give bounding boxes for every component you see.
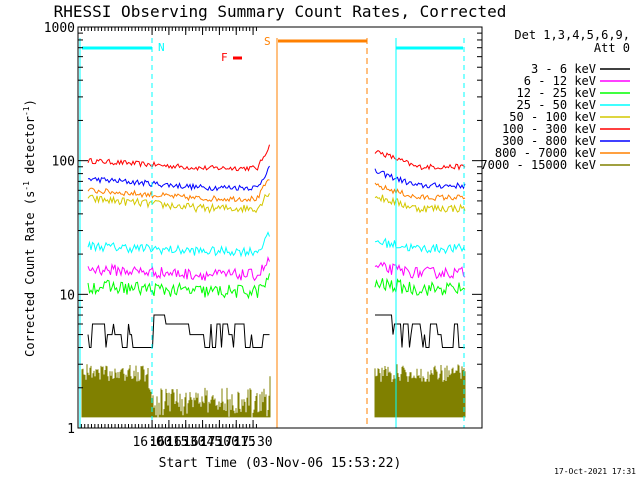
series-300-800keV-trace	[374, 168, 466, 190]
y-tick-label: 1000	[44, 21, 75, 36]
y-tick-label: 100	[52, 155, 75, 170]
legend-label: 800 - 7000 keV	[495, 146, 596, 160]
legend-label: 7000 - 15000 keV	[480, 158, 596, 172]
x-tick-label: 16:30	[166, 435, 205, 450]
y-axis-label-sup1: -1	[22, 181, 31, 191]
legend-label: 100 - 300 keV	[502, 122, 596, 136]
legend-header-1: Det 1,3,4,5,6,9,	[514, 28, 630, 42]
series-3-6keV-trace	[375, 314, 465, 348]
legend-label: 3 - 6 keV	[531, 62, 596, 76]
series-6-12keV-trace	[87, 256, 270, 282]
legend-label: 25 - 50 keV	[517, 98, 596, 112]
y-axis-label-mid: detector	[23, 116, 37, 181]
series-25-50keV-trace	[374, 237, 466, 255]
series-12-25keV-trace	[87, 273, 270, 300]
series-800-7000keV-trace	[87, 179, 270, 203]
plot-area: N S F	[79, 35, 466, 428]
flare-marker-label: F	[221, 51, 228, 64]
y-tick-label: 1	[67, 422, 75, 437]
legend-label: 50 - 100 keV	[509, 110, 596, 124]
y-axis-label-end: )	[23, 99, 37, 106]
series-6-12keV-trace	[374, 261, 466, 280]
legend-header-2: Att 0	[594, 41, 630, 55]
series-800-7000keV-trace	[374, 182, 466, 202]
night-marker-label: N	[158, 41, 165, 54]
series-25-50keV-trace	[87, 231, 270, 258]
x-tick-label: 17:30	[233, 435, 272, 450]
axis-ticks: 1000 100 10 1 16:0016:1516:3016:4517:0017:15…	[44, 21, 482, 450]
y-axis-label: Corrected Count Rate (s-1 detector-1)	[22, 99, 37, 357]
series-100-300keV-trace	[87, 144, 270, 172]
series-50-100keV-trace	[87, 193, 270, 214]
x-tick-label: 16:15	[149, 435, 188, 450]
series-3-6keV-trace	[87, 314, 270, 348]
chart-title: RHESSI Observing Summary Count Rates, Co…	[54, 2, 507, 21]
y-axis-label-main: Corrected Count Rate (s	[23, 191, 37, 357]
footer-timestamp: 17-Oct-2021 17:31	[554, 467, 636, 476]
y-axis-label-sup2: -1	[22, 106, 31, 116]
legend-label: 6 - 12 keV	[524, 74, 596, 88]
x-tick-label: 16:00	[132, 435, 171, 450]
series-300-800keV-trace	[87, 165, 270, 192]
saa-marker-label: S	[264, 35, 271, 48]
plot-frame	[77, 26, 483, 429]
series-100-300keV-trace	[374, 150, 466, 171]
x-tick-label: 17:15	[217, 435, 256, 450]
x-tick-label: 17:00	[200, 435, 239, 450]
x-tick-label: 16:45	[183, 435, 222, 450]
y-tick-label: 10	[59, 288, 75, 303]
legend-label: 12 - 25 keV	[517, 86, 596, 100]
x-axis-label: Start Time (03-Nov-06 15:53:22)	[159, 456, 402, 471]
series-7000-15000keV-trace	[81, 364, 466, 418]
series-12-25keV-trace	[374, 277, 466, 296]
legend-label: 300 - 800 keV	[502, 134, 596, 148]
series-50-100keV-trace	[374, 194, 466, 214]
